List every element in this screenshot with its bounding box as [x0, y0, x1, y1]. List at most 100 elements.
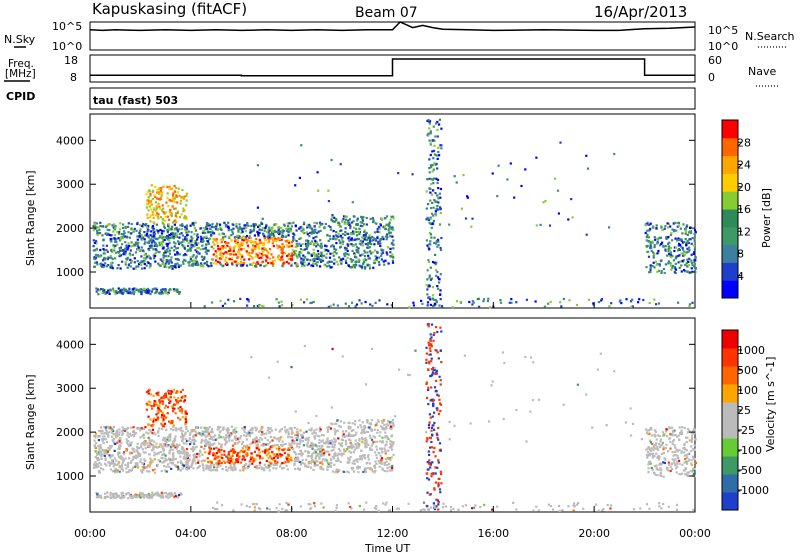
heatmap-cell	[389, 247, 392, 250]
heatmap-cell	[653, 266, 656, 269]
heatmap-cell	[185, 461, 188, 464]
heatmap-cell	[113, 497, 116, 500]
heatmap-cell	[429, 222, 432, 226]
heatmap-cell	[228, 435, 231, 438]
heatmap-cell	[212, 469, 215, 472]
heatmap-cell	[109, 462, 113, 465]
heatmap-cell	[346, 460, 350, 463]
heatmap-cell	[652, 256, 655, 259]
heatmap-cell	[433, 446, 436, 450]
heatmap-cell	[281, 234, 284, 237]
heatmap-cell	[496, 195, 499, 198]
heatmap-cell	[256, 164, 259, 167]
heatmap-cell	[325, 245, 328, 248]
heatmap-cell	[177, 467, 180, 470]
heatmap-cell	[425, 218, 428, 221]
heatmap-cell	[174, 232, 177, 235]
heatmap-cell	[104, 225, 108, 228]
heatmap-cell	[685, 244, 688, 247]
heatmap-cell	[432, 168, 435, 171]
heatmap-cell	[172, 425, 175, 428]
heatmap-cell	[686, 247, 689, 250]
heatmap-cell	[168, 249, 172, 252]
heatmap-cell	[174, 253, 177, 256]
heatmap-cell	[148, 438, 151, 441]
heatmap-cell	[147, 196, 150, 199]
heatmap-cell	[255, 440, 258, 443]
heatmap-cell	[165, 428, 168, 432]
heatmap-cell	[378, 299, 381, 302]
heatmap-cell	[140, 246, 143, 249]
heatmap-cell	[241, 447, 244, 450]
heatmap-cell	[102, 252, 105, 255]
heatmap-cell	[368, 426, 371, 429]
heatmap-cell	[109, 493, 112, 496]
heatmap-cell	[242, 239, 245, 242]
heatmap-cell	[203, 305, 206, 308]
heatmap-cell	[108, 464, 111, 467]
heatmap-cell	[163, 212, 166, 215]
heatmap-cell	[434, 210, 437, 213]
heatmap-cell	[233, 464, 236, 467]
heatmap-cell	[205, 224, 208, 227]
heatmap-cell	[171, 267, 174, 270]
heatmap-cell	[146, 216, 149, 219]
heatmap-cell	[365, 216, 368, 220]
heatmap-cell	[345, 261, 348, 264]
heatmap-cell	[315, 222, 318, 225]
heatmap-cell	[660, 270, 663, 273]
heatmap-cell	[175, 429, 178, 432]
heatmap-cell	[123, 288, 126, 291]
heatmap-cell	[295, 459, 298, 462]
heatmap-cell	[357, 230, 360, 233]
heatmap-cell	[139, 228, 142, 231]
heatmap-cell	[430, 360, 433, 363]
heatmap-cell	[647, 236, 650, 239]
heatmap-cell	[149, 457, 152, 460]
heatmap-cell	[141, 235, 144, 238]
heatmap-cell	[100, 457, 103, 460]
heatmap-cell	[115, 240, 118, 243]
heatmap-cell	[592, 302, 595, 305]
heatmap-cell	[133, 257, 136, 260]
heatmap-cell	[476, 298, 479, 301]
heatmap-cell	[127, 225, 130, 228]
heatmap-cell	[317, 230, 320, 233]
heatmap-cell	[269, 248, 272, 251]
heatmap-cell	[288, 427, 291, 430]
heatmap-cell	[508, 301, 511, 304]
heatmap-cell	[353, 448, 356, 451]
heatmap-cell	[364, 446, 367, 449]
heatmap-cell	[181, 189, 184, 192]
heatmap-cell	[290, 459, 293, 462]
heatmap-cell	[437, 201, 440, 204]
heatmap-cell	[172, 454, 175, 457]
heatmap-cell	[429, 130, 432, 133]
heatmap-cell	[362, 262, 365, 265]
heatmap-cell	[157, 430, 160, 433]
heatmap-cell	[168, 234, 171, 237]
heatmap-cell	[157, 231, 160, 234]
heatmap-cell	[165, 465, 168, 468]
heatmap-cell	[164, 291, 167, 295]
heatmap-cell	[362, 216, 365, 219]
heatmap-cell	[224, 235, 227, 238]
heatmap-cell	[355, 444, 358, 447]
heatmap-cell	[194, 229, 198, 232]
heatmap-cell	[149, 246, 152, 249]
heatmap-cell	[185, 421, 188, 424]
heatmap-cell	[134, 494, 137, 497]
heatmap-cell	[233, 443, 236, 446]
heatmap-cell	[391, 253, 394, 256]
heatmap-cell	[312, 451, 315, 455]
heatmap-cell	[172, 443, 175, 446]
heatmap-cell	[649, 242, 652, 246]
heatmap-cell	[105, 291, 108, 294]
heatmap-cell	[115, 496, 118, 499]
heatmap-cell	[260, 444, 263, 447]
heatmap-cell	[118, 428, 121, 431]
heatmap-cell	[304, 438, 307, 441]
heatmap-cell	[392, 422, 395, 425]
heatmap-cell	[376, 440, 379, 443]
heatmap-cell	[258, 224, 261, 227]
